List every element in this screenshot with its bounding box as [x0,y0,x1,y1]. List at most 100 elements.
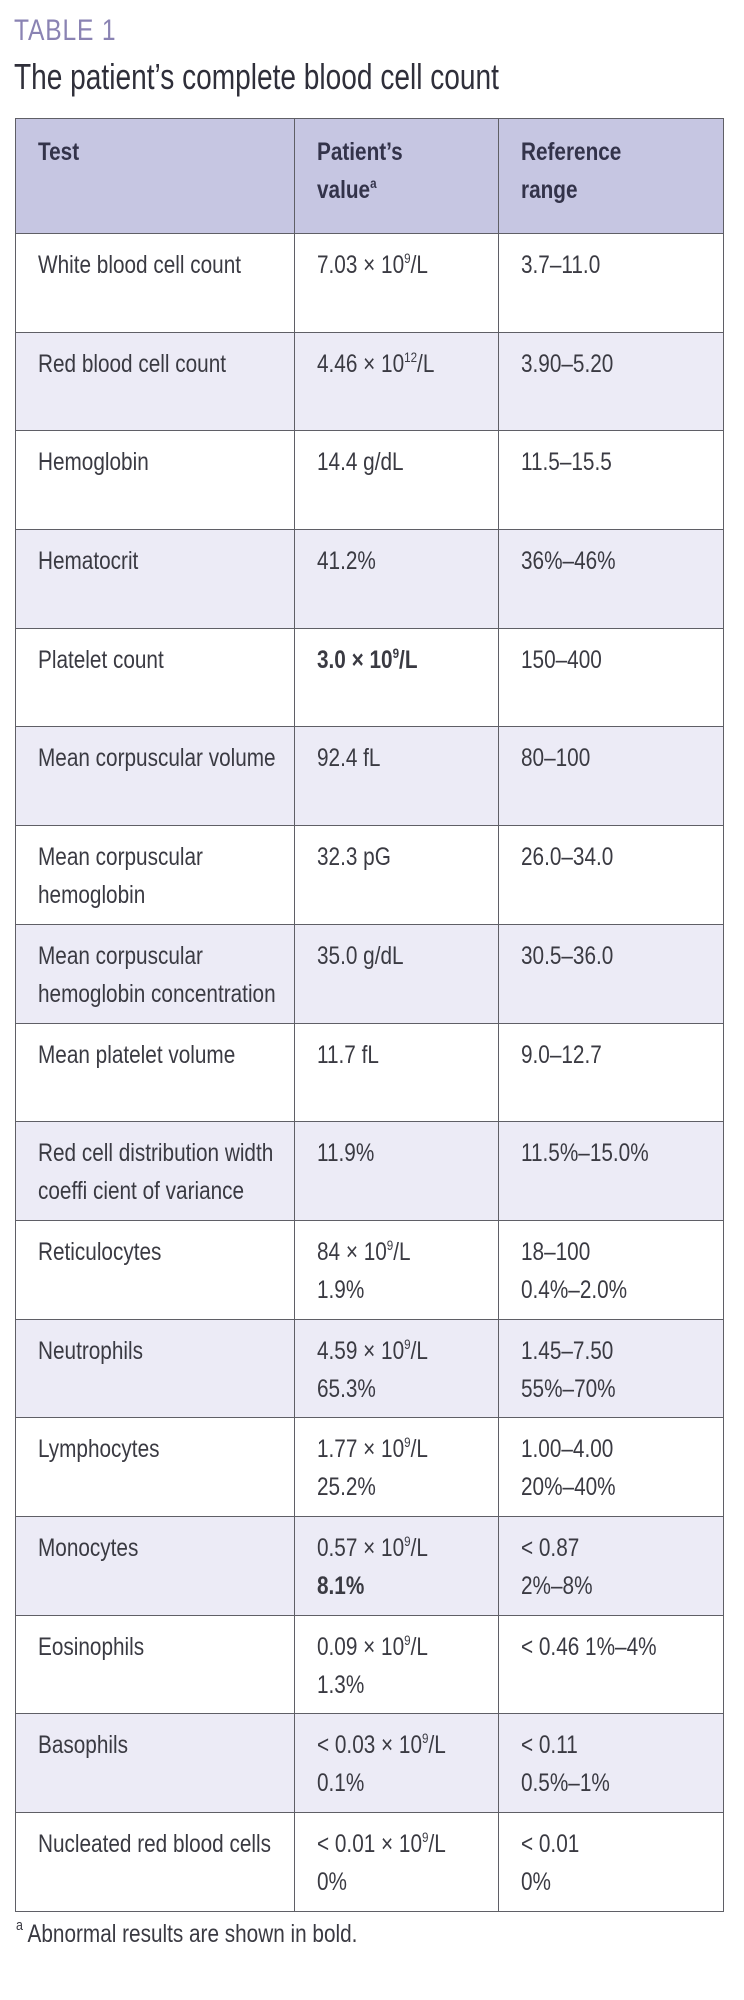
value-line: 41.2% [317,542,376,580]
cell-reference-range: < 0.46 1%–4% [498,1614,724,1715]
value-line: 8.1% [317,1567,364,1605]
table-title: The patient’s complete blood cell count [14,56,499,97]
cell-reference-range: 3.7–11.0 [498,233,724,333]
table-row: Mean corpuscular volume 92.4 fL 80–100 [15,726,724,827]
value-text: 1.77 × 10 [317,1435,405,1464]
table-row: Lymphocytes 1.77 × 109/L 25.2% 1.00–4.00 20%… [15,1417,724,1517]
value-text: 35.0 g/dL [317,941,404,970]
cell-reference-range: 26.0–34.0 [498,825,724,925]
value-line: 1.3% [317,1666,364,1704]
value-line: < 0.03 × 109/L [317,1726,446,1764]
value-text: < 0.03 × 10 [317,1731,423,1760]
cell-reference-range: 3.90–5.20 [498,331,724,432]
value-line: 11.9% [317,1134,374,1172]
cell-test: Mean platelet volume [15,1022,295,1123]
value-unit: /L [410,251,428,279]
table-row: Eosinophils 0.09 × 109/L 1.3% < 0.46 1%–4% [15,1614,724,1715]
reference-line: < 0.46 1%–4% [521,1632,657,1661]
value-unit: /L [393,1237,411,1266]
value-text: 11.7 fL [317,1040,379,1069]
test-name-line: Lymphocytes [38,1435,160,1464]
value-exponent: 9 [392,644,400,661]
cell-patient-value: 3.0 × 109/L [294,627,499,728]
table-row: Hematocrit 41.2% 36%–46% [15,529,724,629]
test-name-line: hemoglobin concentration [38,979,276,1008]
header-patient-value: Patient’s valuea [294,118,499,234]
cell-test: Red blood cell count [15,331,295,432]
cell-reference-range: 11.5%–15.0% [498,1121,724,1221]
cell-test: Monocytes [15,1515,295,1616]
value-unit: /L [428,1830,446,1858]
blood-count-table: Test Patient’s valuea Reference range Wh… [15,118,724,1912]
value-text: 4.59 × 10 [317,1336,405,1365]
reference-line: 80–100 [521,744,591,773]
cell-patient-value: 4.59 × 109/L 65.3% [294,1318,499,1419]
value-line: 0.09 × 109/L [317,1628,428,1666]
table-row: Basophils < 0.03 × 109/L 0.1% < 0.11 0.5%–1% [15,1713,724,1813]
value-line: 25.2% [317,1468,376,1506]
table-row: Platelet count 3.0 × 109/L 150–400 [15,627,724,728]
reference-line: 9.0–12.7 [521,1040,602,1069]
cell-patient-value: 35.0 g/dL [294,923,499,1024]
cell-patient-value: 41.2% [294,529,499,629]
footnote: a Abnormal results are shown in bold. [16,1917,427,1949]
cell-patient-value: 92.4 fL [294,726,499,827]
reference-line: 18–100 [521,1237,591,1266]
value-unit: /L [410,1336,428,1365]
value-line: 0% [317,1863,347,1901]
reference-line: 2%–8% [521,1571,593,1600]
header-reference-range: Reference range [498,118,724,234]
header-row: Test Patient’s valuea Reference range [15,118,724,234]
test-name-line: White blood cell count [38,251,242,279]
cell-patient-value: 11.9% [294,1121,499,1221]
cell-patient-value: 11.7 fL [294,1022,499,1123]
test-name-line: Mean corpuscular [38,941,203,970]
cell-test: Hematocrit [15,529,295,629]
cell-patient-value: 1.77 × 109/L 25.2% [294,1417,499,1517]
value-exponent: 9 [404,1631,411,1648]
value-line: 65.3% [317,1370,376,1408]
test-name-line: Mean platelet volume [38,1040,236,1069]
header-test: Test [15,118,295,234]
value-line: 3.0 × 109/L [317,641,417,679]
cell-patient-value: 0.57 × 109/L 8.1% [294,1515,499,1616]
cell-test: Eosinophils [15,1614,295,1715]
footnote-mark: a [16,1917,23,1934]
cell-reference-range: 18–100 0.4%–2.0% [498,1219,724,1320]
reference-line: 11.5–15.5 [521,448,612,477]
value-exponent: 12 [404,348,418,365]
test-name-line: Hematocrit [38,547,139,576]
cell-reference-range: 36%–46% [498,529,724,629]
value-text: 14.4 g/dL [317,448,404,477]
test-name-line: Monocytes [38,1533,139,1562]
test-name-line: Basophils [38,1731,128,1760]
value-unit: /L [410,1435,428,1464]
table-row: Neutrophils 4.59 × 109/L 65.3% 1.45–7.50 55%… [15,1318,724,1419]
value-text: < 0.01 × 10 [317,1830,423,1858]
value-line: 4.46 × 1012/L [317,345,434,383]
value-text: 32.3 pG [317,843,391,872]
cell-patient-value: 0.09 × 109/L 1.3% [294,1614,499,1715]
table-row: Mean platelet volume 11.7 fL 9.0–12.7 [15,1022,724,1123]
test-name-line: Mean corpuscular [38,843,203,872]
value-line: 7.03 × 109/L [317,246,428,284]
cell-test: Nucleated red blood cells [15,1812,295,1912]
value-line: 11.7 fL [317,1036,379,1074]
cell-test: White blood cell count [15,233,295,333]
reference-line: 3.90–5.20 [521,349,614,378]
value-text: 92.4 fL [317,744,381,773]
table-row: Hemoglobin 14.4 g/dL 11.5–15.5 [15,430,724,531]
value-unit: /L [399,645,418,674]
header-value-text: value [317,176,371,204]
value-exponent: 9 [404,250,411,266]
value-text: 0.09 × 10 [317,1632,405,1661]
value-text: 11.9% [317,1139,375,1168]
test-name-line: Neutrophils [38,1336,143,1365]
table-row: Mean corpuscular hemoglobin 32.3 pG 26.0–34… [15,825,724,925]
cell-test: Mean corpuscular hemoglobin concentration [15,923,295,1024]
table-body: White blood cell count 7.03 × 109/L 3.7–11… [15,233,724,1912]
test-name-line: Nucleated red blood cells [38,1830,272,1858]
value-line: < 0.01 × 109/L [317,1825,446,1863]
reference-line: < 0.11 [521,1731,578,1760]
